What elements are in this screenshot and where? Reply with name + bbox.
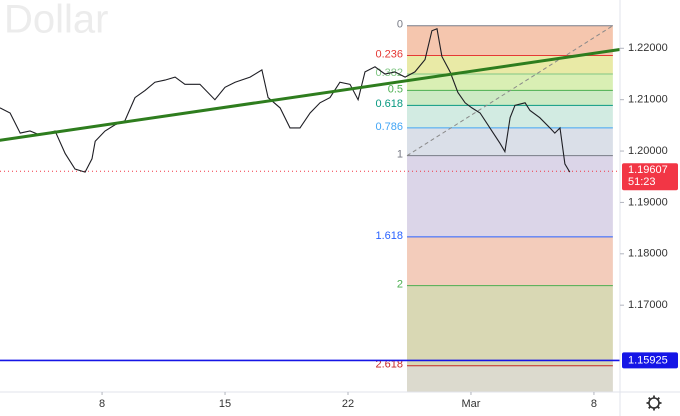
- y-tick-label: 1.21000: [628, 94, 668, 106]
- price-axis-bg: [620, 0, 680, 416]
- y-tick-label: 1.20000: [628, 145, 668, 157]
- fib-level-label: 0: [397, 19, 403, 31]
- y-tick-label: 1.17000: [628, 299, 668, 311]
- fib-band: [407, 236, 613, 286]
- price-line: [0, 28, 571, 173]
- settings-icon-tooth: [656, 405, 660, 409]
- fib-level-label: 0.786: [375, 121, 403, 133]
- horizontal-line-tag: [622, 352, 678, 369]
- x-tick-label: 22: [342, 398, 354, 410]
- fib-anchor-line: [406, 25, 614, 157]
- settings-icon-tooth: [656, 397, 660, 401]
- fib-band: [407, 127, 613, 156]
- x-tick-label: 15: [219, 398, 231, 410]
- fib-level-label: 1.618: [375, 230, 403, 242]
- horizontal-line-label: 1.15925: [628, 354, 668, 366]
- fib-band: [407, 25, 613, 56]
- fib-band: [407, 155, 613, 237]
- fib-level-label: 0.236: [375, 48, 403, 60]
- settings-icon-tooth: [648, 405, 652, 409]
- fib-band: [407, 90, 613, 106]
- watermark: Dollar: [4, 0, 108, 42]
- fib-level-label: 0.5: [388, 83, 403, 95]
- last-price-label: 1.19607: [628, 164, 668, 176]
- fib-level-label: 1: [397, 149, 403, 161]
- x-tick-label: 8: [99, 398, 105, 410]
- settings-icon[interactable]: [646, 395, 662, 411]
- x-tick-label: 8: [591, 398, 597, 410]
- y-tick-label: 1.22000: [628, 42, 668, 54]
- last-price-tag: [622, 163, 678, 191]
- trend-line: [0, 46, 630, 142]
- settings-icon-tooth: [648, 397, 652, 401]
- time-axis-bg: [0, 392, 620, 416]
- fib-band: [407, 73, 613, 91]
- fib-band: [407, 285, 613, 366]
- y-tick-label: 1.19000: [628, 196, 668, 208]
- countdown-label: 51:23: [628, 176, 656, 188]
- y-tick-label: 1.18000: [628, 248, 668, 260]
- fib-level-label: 2: [397, 279, 403, 291]
- fib-band: [407, 365, 613, 392]
- fib-level-label: 0.618: [375, 98, 403, 110]
- fib-level-label: 2.618: [375, 359, 403, 371]
- x-tick-label: Mar: [461, 398, 480, 410]
